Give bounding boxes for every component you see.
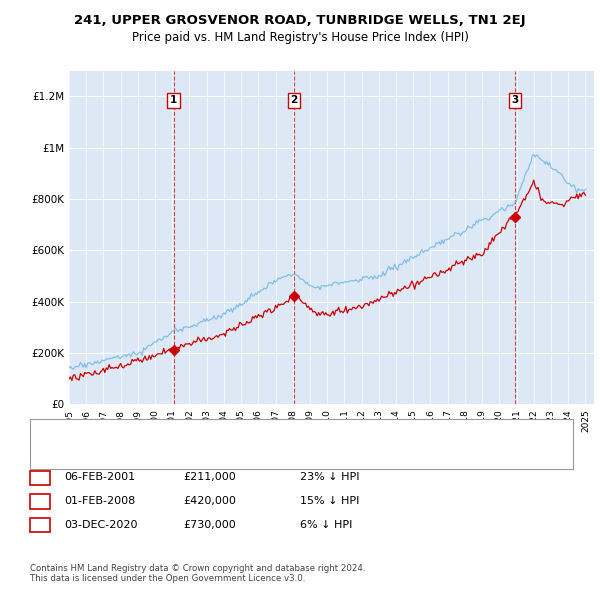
Text: £420,000: £420,000: [183, 496, 236, 506]
Text: 2: 2: [36, 494, 44, 507]
Text: £211,000: £211,000: [183, 473, 236, 482]
Text: 6% ↓ HPI: 6% ↓ HPI: [300, 520, 352, 529]
Text: 01-FEB-2008: 01-FEB-2008: [64, 496, 136, 506]
Text: 23% ↓ HPI: 23% ↓ HPI: [300, 473, 359, 482]
Text: 06-FEB-2001: 06-FEB-2001: [64, 473, 136, 482]
Text: 1: 1: [170, 96, 178, 105]
Text: 3: 3: [511, 96, 519, 105]
Text: 03-DEC-2020: 03-DEC-2020: [64, 520, 138, 529]
Text: 241, UPPER GROSVENOR ROAD, TUNBRIDGE WELLS, TN1 2EJ: 241, UPPER GROSVENOR ROAD, TUNBRIDGE WEL…: [74, 14, 526, 27]
Text: 15% ↓ HPI: 15% ↓ HPI: [300, 496, 359, 506]
Text: Price paid vs. HM Land Registry's House Price Index (HPI): Price paid vs. HM Land Registry's House …: [131, 31, 469, 44]
Text: 241, UPPER GROSVENOR ROAD, TUNBRIDGE WELLS, TN1 2EJ (detached house): 241, UPPER GROSVENOR ROAD, TUNBRIDGE WEL…: [75, 429, 463, 438]
Text: 3: 3: [36, 518, 44, 531]
Text: Contains HM Land Registry data © Crown copyright and database right 2024.
This d: Contains HM Land Registry data © Crown c…: [30, 564, 365, 583]
Text: 1: 1: [36, 471, 44, 484]
Text: HPI: Average price, detached house, Tunbridge Wells: HPI: Average price, detached house, Tunb…: [75, 449, 333, 458]
Text: £730,000: £730,000: [183, 520, 236, 529]
Text: 2: 2: [290, 96, 298, 105]
